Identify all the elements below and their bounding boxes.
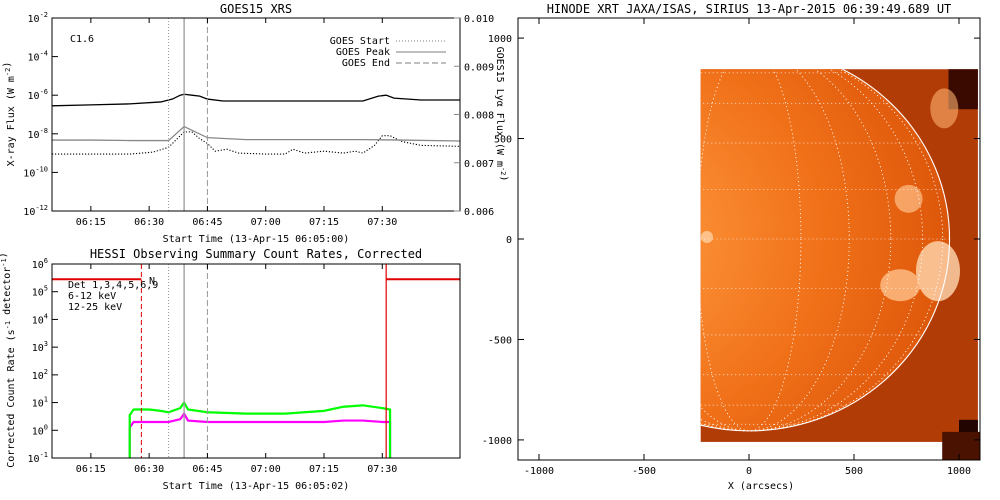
goes-xtick-label: 06:15 [76,217,106,228]
hessi-xtick-label: 07:30 [367,464,397,475]
goes-ytick-label: 10-12 [23,204,48,218]
hessi-frame [51,263,461,459]
xrt-active-region [894,184,923,213]
goes-ytick-label: 10-2 [28,11,48,25]
xrt-solar-disk [700,69,950,431]
goes-y2tick-label: 0.008 [464,111,494,122]
xrt-longitude-line [700,69,850,432]
xrt-longitude-line [700,69,892,432]
xrt-xtick-label: 0 [746,466,752,477]
goes-xtick-label: 07:00 [251,217,281,228]
xrt-axes: -1000 -500 0 500 1000 1000 500 0 -500 -1000 [482,18,980,477]
goes-xtick-label: 07:30 [367,217,397,228]
xrt-ytick-label: 1000 [488,34,512,45]
xrt-longitude-line [700,69,944,432]
goes-ylabel2: GOES15 Lyα Flux (W m-2) [494,47,509,182]
hessi-title: HESSI Observing Summary Count Rates, Cor… [90,247,422,261]
hessi-ytick-label: 100 [32,423,48,437]
goes-ytick-label: 10-6 [28,88,48,102]
xrt-active-region [916,241,960,302]
hessi-panel: HESSI Observing Summary Count Rates, Cor… [0,247,461,492]
hessi-xtick-label: 07:00 [251,464,281,475]
goes-ytick-label: 10-10 [23,165,48,179]
hessi-xtick-label: 07:15 [309,464,339,475]
hessi-ytick-label: 101 [32,396,48,410]
goes-y2tick-label: 0.007 [464,159,494,170]
goes-class-annotation: C1.6 [70,34,94,45]
goes-series-line-1 [52,131,460,155]
xrt-ytick-label: 500 [494,135,512,146]
hessi-series-line-1 [128,400,392,458]
xrt-active-region [930,88,959,129]
hessi-axes: 06:15 06:30 06:45 07:00 07:15 07:30 106 105 104 1… [28,257,398,475]
hessi-legend-label: 12-25 keV [68,302,122,313]
xrt-panel: HINODE XRT JAXA/ISAS, SIRIUS 13-Apr-2015… [482,2,981,492]
xrt-xtick-label: -500 [632,466,656,477]
goes-legend-label: GOES Peak [336,47,390,58]
xrt-ytick-label: 0 [506,235,512,246]
hessi-marks [52,264,460,458]
goes-xlabel: Start Time (13-Apr-15 06:05:00) [163,234,350,245]
goes-series-line-2 [52,125,460,142]
hessi-series-line-0 [128,411,392,458]
xrt-dark-block [942,431,980,460]
hessi-night-flag: N [149,276,155,287]
goes-y2tick-label: 0.010 [464,14,494,25]
xrt-ytick-label: -1000 [482,436,512,447]
xrt-disk-group [700,69,960,432]
goes-panel: GOES15 XRS 06:15 06:30 06:45 07:00 07:15 07:3… [2,2,509,245]
hessi-ytick-label: 106 [32,257,48,271]
goes-legend-label: GOES End [342,58,390,69]
hessi-ylabel: Corrected Count Rate (s-1 detector-1) [0,252,17,468]
goes-ytick-label: 10-4 [28,50,48,64]
goes-axes: 06:15 06:30 06:45 07:00 07:15 07:30 10-2 10-4 10… [23,11,494,228]
hessi-ytick-label: 104 [32,312,48,326]
goes-ylabel: X-ray Flux (W m-2) [2,62,17,167]
hessi-xtick-label: 06:45 [192,464,222,475]
xrt-ytick-label: -500 [488,335,512,346]
goes-ytick-label: 10-8 [28,127,48,141]
goes-y2tick-label: 0.009 [464,62,494,73]
hessi-ytick-label: 102 [32,368,48,382]
xrt-title: HINODE XRT JAXA/ISAS, SIRIUS 13-Apr-2015… [547,2,952,16]
hessi-ytick-label: 10-1 [28,451,48,465]
goes-legend-label: GOES Start [330,36,390,47]
goes-series-line-0 [52,93,460,107]
hessi-legend-label: 6-12 keV [68,291,116,302]
xrt-xtick-label: 500 [845,466,863,477]
goes-frame [51,17,461,212]
xrt-image [700,69,980,460]
xrt-limb [700,69,951,432]
xrt-xtick-label: -1000 [524,466,554,477]
xrt-xtick-label: 1000 [947,466,971,477]
xrt-bright-point [701,230,713,243]
goes-title: GOES15 XRS [220,2,292,16]
hessi-xlabel: Start Time (13-Apr-15 06:05:02) [163,481,350,492]
hessi-ytick-label: 105 [32,285,48,299]
xrt-longitude-line [700,69,924,432]
xrt-xlabel: X (arcsecs) [728,481,794,492]
goes-marks [52,18,460,211]
hessi-ytick-label: 103 [32,340,48,354]
goes-xtick-label: 06:30 [134,217,164,228]
hessi-xtick-label: 06:30 [134,464,164,475]
hessi-legend-label: Det 1,3,4,5,6,9 [68,280,158,291]
hessi-xtick-label: 06:15 [76,464,106,475]
goes-xtick-label: 07:15 [309,217,339,228]
goes-y2tick-label: 0.006 [464,207,494,218]
goes-xtick-label: 06:45 [192,217,222,228]
xrt-active-region [880,269,921,302]
